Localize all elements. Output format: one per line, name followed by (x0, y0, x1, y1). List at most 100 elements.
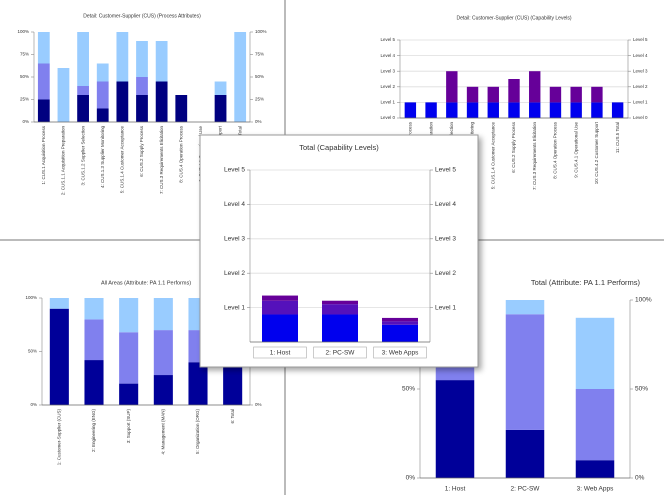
bar-segment (119, 298, 139, 333)
bar-segment (37, 32, 50, 64)
y2-tick-label: 100% (635, 297, 652, 304)
chart-title: All Areas (Attribute: PA 1.1 Performs) (101, 280, 191, 286)
bar-segment (549, 102, 562, 118)
chart-title: Total (Capability Levels) (299, 143, 379, 152)
bar-segment (49, 308, 69, 405)
y2-tick-label: 0% (255, 119, 262, 124)
bar-segment (487, 102, 499, 118)
y2-tick-label: 50% (635, 386, 648, 393)
bar-segment (466, 86, 479, 103)
bar-segment (188, 362, 208, 405)
y-tick-label: Level 0 (380, 115, 395, 120)
bar-segment (234, 32, 247, 122)
chart-title: Total (Attribute: PA 1.1 Performs) (531, 278, 641, 287)
y-tick-label: Level 3 (380, 68, 395, 73)
x-tick-label: 3: Support (SUP) (126, 409, 131, 444)
y2-tick-label: 100% (255, 29, 267, 34)
y-tick-label: Level 5 (224, 167, 245, 174)
x-tick-label: 1: CUS.1 Acquisition Process (41, 125, 46, 184)
bar-segment (96, 108, 109, 122)
x-tick-label: 4: Management (MAN) (161, 409, 166, 455)
x-tick-label: 1: Customer-Supplier (CUS) (57, 408, 62, 465)
y-tick-label: Level 3 (224, 236, 245, 243)
y-tick-label: 50% (20, 74, 29, 79)
bar-segment (77, 32, 89, 86)
y-tick-label: 100% (25, 295, 37, 300)
bar-segment (575, 460, 615, 478)
x-tick-label: 8: CUS.4 Operation Process (553, 121, 558, 179)
x-tick-label: 5: Organization (ORG) (195, 408, 200, 454)
x-tick-label: 11: CUS.5 Total (615, 122, 620, 153)
bar-segment (96, 81, 109, 109)
x-tick-label: 2: Engineering (ENG) (91, 409, 96, 453)
bar-segment (446, 102, 458, 118)
bar-segment (262, 314, 298, 342)
y2-tick-label: Level 4 (633, 53, 648, 58)
y2-tick-label: 25% (255, 97, 264, 102)
y-tick-label: Level 5 (380, 37, 395, 42)
bar-segment (223, 362, 243, 405)
bar-segment (175, 95, 188, 122)
bar-segment (505, 314, 545, 430)
bar-segment (505, 429, 545, 478)
x-tick-label: 6: CUS.2 Supply Process (139, 125, 144, 177)
bar-segment (466, 102, 479, 118)
y2-tick-label: Level 1 (435, 304, 456, 311)
y2-tick-label: Level 5 (435, 167, 456, 174)
y2-tick-label: Level 3 (633, 68, 648, 73)
bar-segment (575, 389, 615, 461)
x-tick-label: 5: CUS.1.4 Customer Acceptance (490, 122, 495, 190)
bar-segment (96, 63, 109, 82)
bar-segment (116, 81, 129, 122)
bar-segment (57, 68, 70, 122)
bar-segment (77, 86, 89, 95)
y2-tick-label: 0% (635, 475, 645, 482)
bar-segment (262, 295, 298, 301)
bar-segment (37, 99, 50, 122)
bar-segment (425, 102, 437, 118)
bar-segment (382, 321, 418, 325)
category-box (253, 346, 307, 359)
y2-tick-label: 75% (255, 52, 264, 57)
x-tick-label: 6: Total (230, 409, 235, 423)
bar-segment (116, 32, 129, 82)
y-tick-label: Level 2 (224, 270, 245, 277)
bar-segment (508, 102, 520, 118)
bar-segment (575, 317, 615, 389)
x-tick-label: 9: CUS.4.1 Operational Use (573, 122, 578, 178)
y-tick-label: Level 4 (380, 53, 395, 58)
bar-segment (508, 79, 520, 103)
bar-segment (153, 375, 173, 405)
bar-segment (136, 77, 148, 95)
x-tick-label: 1: Host (270, 350, 291, 357)
y-tick-label: 25% (20, 97, 29, 102)
x-tick-label: 3: Web Apps (577, 486, 614, 493)
bar-segment (37, 63, 50, 100)
y-tick-label: 50% (402, 386, 415, 393)
bar-segment (136, 95, 148, 122)
bar-segment (262, 300, 298, 315)
x-tick-label: 2: PC-SW (511, 486, 541, 493)
x-tick-label: 7: CUS.3 Requirements Elicitation (532, 122, 537, 191)
y2-tick-label: 0% (255, 402, 262, 407)
bar-segment (84, 360, 104, 405)
x-tick-label: 1: Host (445, 486, 466, 493)
bar-segment (119, 383, 139, 405)
y-tick-label: Level 1 (224, 304, 245, 311)
x-tick-label: 3: Web Apps (382, 350, 419, 357)
x-tick-label: 2: CUS.1.1 Acquisition Preparation (61, 126, 66, 196)
bar-segment (322, 314, 358, 342)
bar-segment (549, 86, 562, 103)
chart-title: Detail: Customer-Supplier (CUS) (Process… (83, 13, 201, 19)
chart-title: Detail: Customer-Supplier (CUS) (Capabil… (456, 15, 571, 21)
x-tick-label: 3: CUS.1.2 Supplier Selection (80, 126, 85, 186)
bar-segment (570, 102, 582, 118)
y-tick-label: 0% (22, 119, 29, 124)
bar-segment (322, 300, 358, 305)
y2-tick-label: 50% (255, 74, 264, 79)
bar-segment (84, 319, 104, 361)
y2-tick-label: Level 1 (633, 100, 648, 105)
y-tick-label: 50% (28, 349, 37, 354)
y-tick-label: Level 1 (380, 100, 395, 105)
